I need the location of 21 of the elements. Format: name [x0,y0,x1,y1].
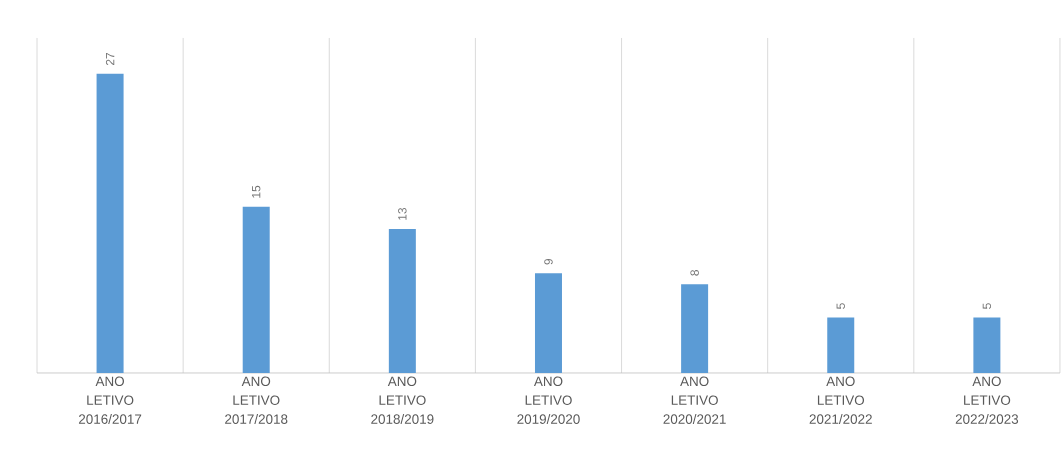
x-tick-label: ANO LETIVO 2017/2018 [225,376,288,424]
x-tick-label: ANO LETIVO 2021/2022 [809,376,872,424]
bar [388,228,416,373]
bar [827,317,855,373]
bar [681,284,709,373]
data-label: 13 [398,208,407,220]
bar [973,317,1001,373]
x-tick-label: ANO LETIVO 2018/2019 [371,376,434,424]
data-label: 5 [836,303,845,309]
data-label: 9 [544,259,553,265]
data-label: 15 [252,185,261,198]
data-label: 8 [690,270,699,276]
x-tick-label: ANO LETIVO 2019/2020 [517,376,580,424]
bar [242,206,270,373]
bar [534,273,562,373]
x-tick-label: ANO LETIVO 2016/2017 [78,376,142,424]
data-label: 27 [105,52,115,66]
bar [96,73,124,373]
x-tick-label: ANO LETIVO 2022/2023 [955,376,1019,424]
data-label: 5 [982,303,992,309]
x-tick-label: ANO LETIVO 2020/2021 [663,376,726,424]
